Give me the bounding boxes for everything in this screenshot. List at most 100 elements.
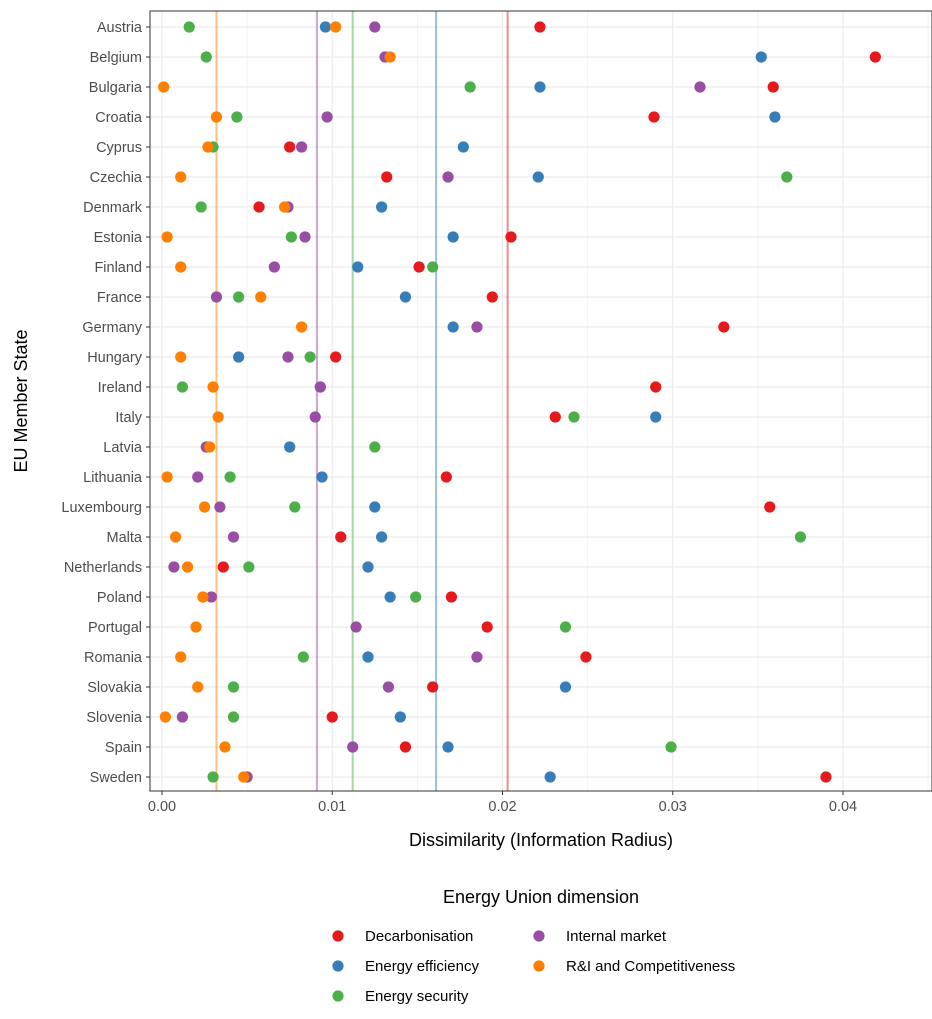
data-point (233, 351, 245, 363)
y-tick-label: Poland (97, 590, 142, 606)
data-point (227, 531, 240, 543)
data-point (544, 771, 556, 783)
data-point (207, 381, 219, 393)
data-point (471, 321, 483, 333)
data-points (158, 21, 881, 783)
y-tick-label: Lithuania (83, 470, 143, 486)
data-point (200, 51, 212, 63)
data-point (442, 171, 454, 183)
y-tick-label: Austria (97, 20, 143, 36)
data-point (381, 171, 393, 183)
data-point (168, 561, 180, 573)
data-point (440, 471, 452, 483)
data-point (207, 771, 219, 783)
data-point (534, 21, 546, 33)
x-axis-ticks: 0.00 0.01 0.02 0.03 0.04 (148, 791, 857, 815)
legend-label: Internal market (566, 928, 667, 945)
legend-key (533, 960, 545, 972)
data-point (326, 711, 338, 723)
y-tick-label: Romania (84, 650, 143, 666)
y-tick-label: Latvia (103, 440, 143, 456)
data-point (447, 321, 459, 333)
data-point (190, 621, 202, 633)
data-point (350, 621, 362, 633)
data-point (176, 381, 189, 393)
data-point (442, 741, 454, 753)
data-point (394, 711, 406, 723)
y-tick-label: Slovakia (87, 680, 143, 696)
data-point (217, 561, 229, 573)
y-tick-label: Slovenia (86, 710, 143, 726)
data-point (410, 591, 422, 603)
data-point (210, 111, 223, 123)
data-point (767, 81, 779, 93)
data-point (202, 141, 214, 153)
y-tick-label: Czechia (90, 170, 143, 186)
data-point (718, 321, 730, 333)
data-point (650, 411, 662, 423)
data-point (648, 111, 660, 123)
data-point (158, 81, 170, 93)
plot-panel (150, 11, 932, 791)
data-point (170, 531, 182, 543)
data-point (284, 141, 296, 153)
data-point (335, 531, 347, 543)
data-point (471, 651, 483, 663)
data-point (231, 111, 243, 123)
data-point (285, 231, 297, 243)
data-point (175, 651, 187, 663)
data-point (289, 501, 301, 513)
data-point (330, 351, 342, 363)
panel-border (149, 10, 932, 792)
y-tick-label: Malta (107, 530, 143, 546)
data-point (296, 141, 308, 153)
data-point (330, 21, 342, 33)
data-point (369, 501, 381, 513)
data-point (399, 741, 412, 753)
data-point (175, 261, 187, 273)
data-point (181, 561, 194, 573)
x-tick-label: 0.04 (829, 799, 857, 815)
y-tick-label: Croatia (95, 110, 143, 126)
data-point (384, 51, 396, 63)
data-point (413, 261, 425, 273)
data-point (161, 231, 173, 243)
data-point (309, 411, 321, 423)
data-point (243, 561, 255, 573)
data-point (464, 81, 476, 93)
x-tick-label: 0.03 (659, 799, 687, 815)
data-point (447, 231, 459, 243)
data-point (159, 711, 172, 723)
data-point (282, 351, 294, 363)
data-point (427, 261, 439, 273)
data-point (321, 111, 333, 123)
data-point (427, 681, 439, 693)
data-point (764, 501, 776, 513)
data-point (369, 441, 381, 453)
data-point (755, 51, 767, 63)
data-point (297, 651, 309, 663)
y-tick-label: Finland (94, 260, 142, 276)
data-point (205, 591, 217, 603)
data-point (176, 711, 189, 723)
data-point (299, 231, 311, 243)
y-axis-ticks: Austria Belgium Bulgaria Croatia Cyprus Czech… (61, 20, 150, 786)
data-point (183, 21, 195, 33)
data-point (769, 111, 781, 123)
y-tick-label: Hungary (87, 350, 143, 366)
x-tick-label: 0.01 (318, 799, 346, 815)
data-point (296, 321, 308, 333)
data-point (304, 351, 316, 363)
data-point (233, 291, 245, 303)
data-point (210, 291, 223, 303)
data-point (268, 261, 280, 273)
data-point (505, 231, 517, 243)
data-point (227, 681, 240, 693)
data-point (278, 201, 291, 213)
data-point (192, 681, 204, 693)
y-tick-label: Ireland (98, 380, 142, 396)
x-tick-label: 0.00 (148, 799, 176, 815)
x-axis-title: Dissimilarity (Information Radius) (409, 830, 673, 850)
x-tick-label: 0.02 (488, 799, 516, 815)
data-point (255, 291, 267, 303)
